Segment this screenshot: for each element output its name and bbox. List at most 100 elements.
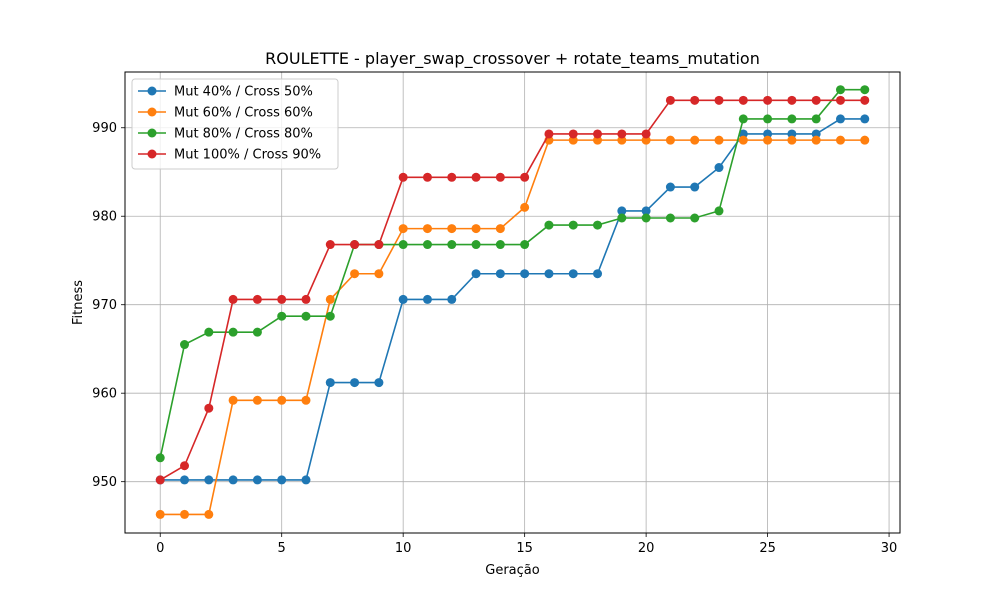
data-point	[520, 269, 530, 279]
data-point	[495, 240, 505, 250]
data-point	[350, 378, 360, 388]
data-point	[252, 327, 262, 337]
data-point	[301, 395, 311, 405]
data-point	[641, 206, 651, 216]
y-tick-label: 950	[92, 475, 117, 490]
data-point	[714, 163, 724, 173]
data-point	[617, 213, 627, 223]
data-point	[471, 224, 481, 234]
data-point	[325, 240, 335, 250]
data-point	[835, 95, 845, 105]
data-point	[325, 378, 335, 388]
y-tick-label: 960	[92, 387, 117, 402]
data-point	[228, 395, 238, 405]
data-point	[738, 129, 748, 139]
axis-ticks: 0 5 10 15 20 25 30 950 960 970 980 990	[92, 121, 897, 556]
data-point	[180, 340, 190, 350]
data-point	[690, 213, 700, 223]
data-point	[787, 114, 797, 124]
legend-item: Mut 60% / Cross 60%	[138, 106, 313, 121]
data-point	[787, 95, 797, 105]
data-point	[593, 269, 603, 279]
data-point	[641, 129, 651, 139]
data-point	[617, 129, 627, 139]
data-point	[228, 327, 238, 337]
data-point	[690, 182, 700, 192]
data-point	[398, 240, 408, 250]
chart-title: ROULETTE - player_swap_crossover + rotat…	[265, 49, 760, 69]
y-tick-label: 980	[92, 210, 117, 225]
data-point	[641, 213, 651, 223]
data-point	[787, 135, 797, 145]
series-group	[155, 85, 870, 519]
data-point	[787, 129, 797, 139]
data-point	[520, 240, 530, 250]
data-point	[350, 269, 360, 279]
data-point	[641, 135, 651, 145]
data-point	[811, 114, 821, 124]
x-tick-label: 10	[395, 541, 412, 556]
data-point	[860, 114, 870, 124]
data-point	[180, 461, 190, 471]
data-point	[835, 135, 845, 145]
data-point	[593, 220, 603, 230]
data-point	[204, 475, 214, 485]
legend-label: Mut 80% / Cross 80%	[174, 127, 313, 142]
data-point	[277, 311, 287, 321]
legend-label: Mut 40% / Cross 50%	[174, 85, 313, 100]
legend-label: Mut 100% / Cross 90%	[174, 148, 321, 163]
data-point	[398, 172, 408, 182]
data-point	[860, 85, 870, 95]
data-point	[325, 294, 335, 304]
data-point	[738, 135, 748, 145]
data-point	[374, 240, 384, 250]
data-point	[860, 95, 870, 105]
data-point	[180, 475, 190, 485]
data-point	[763, 135, 773, 145]
x-tick-label: 20	[638, 541, 655, 556]
data-point	[228, 294, 238, 304]
data-point	[301, 475, 311, 485]
x-tick-label: 15	[516, 541, 533, 556]
data-point	[568, 129, 578, 139]
legend-box	[131, 78, 339, 170]
data-point	[520, 172, 530, 182]
data-point	[568, 135, 578, 145]
data-point	[665, 95, 675, 105]
y-tick-label: 970	[92, 298, 117, 313]
data-point	[738, 95, 748, 105]
data-point	[544, 220, 554, 230]
data-point	[180, 509, 190, 519]
data-point	[495, 269, 505, 279]
data-point	[422, 294, 432, 304]
data-point	[714, 95, 724, 105]
data-point	[277, 294, 287, 304]
x-tick-label: 0	[156, 541, 164, 556]
data-point	[665, 213, 675, 223]
data-point	[811, 129, 821, 139]
data-point	[520, 202, 530, 212]
data-point	[763, 95, 773, 105]
legend-swatch-marker	[147, 128, 157, 138]
data-point	[252, 294, 262, 304]
data-point	[568, 269, 578, 279]
data-point	[252, 475, 262, 485]
data-point	[204, 509, 214, 519]
legend-label: Mut 60% / Cross 60%	[174, 106, 313, 121]
data-point	[447, 224, 457, 234]
data-point	[447, 294, 457, 304]
legend-item: Mut 100% / Cross 90%	[138, 148, 321, 163]
data-point	[568, 220, 578, 230]
data-point	[763, 114, 773, 124]
data-point	[422, 240, 432, 250]
data-point	[204, 327, 214, 337]
legend-swatch-marker	[147, 149, 157, 159]
data-point	[252, 395, 262, 405]
data-point	[495, 224, 505, 234]
series-3	[155, 85, 870, 463]
data-point	[471, 240, 481, 250]
data-point	[374, 269, 384, 279]
data-point	[471, 269, 481, 279]
y-axis-label: Fitness	[71, 280, 86, 325]
